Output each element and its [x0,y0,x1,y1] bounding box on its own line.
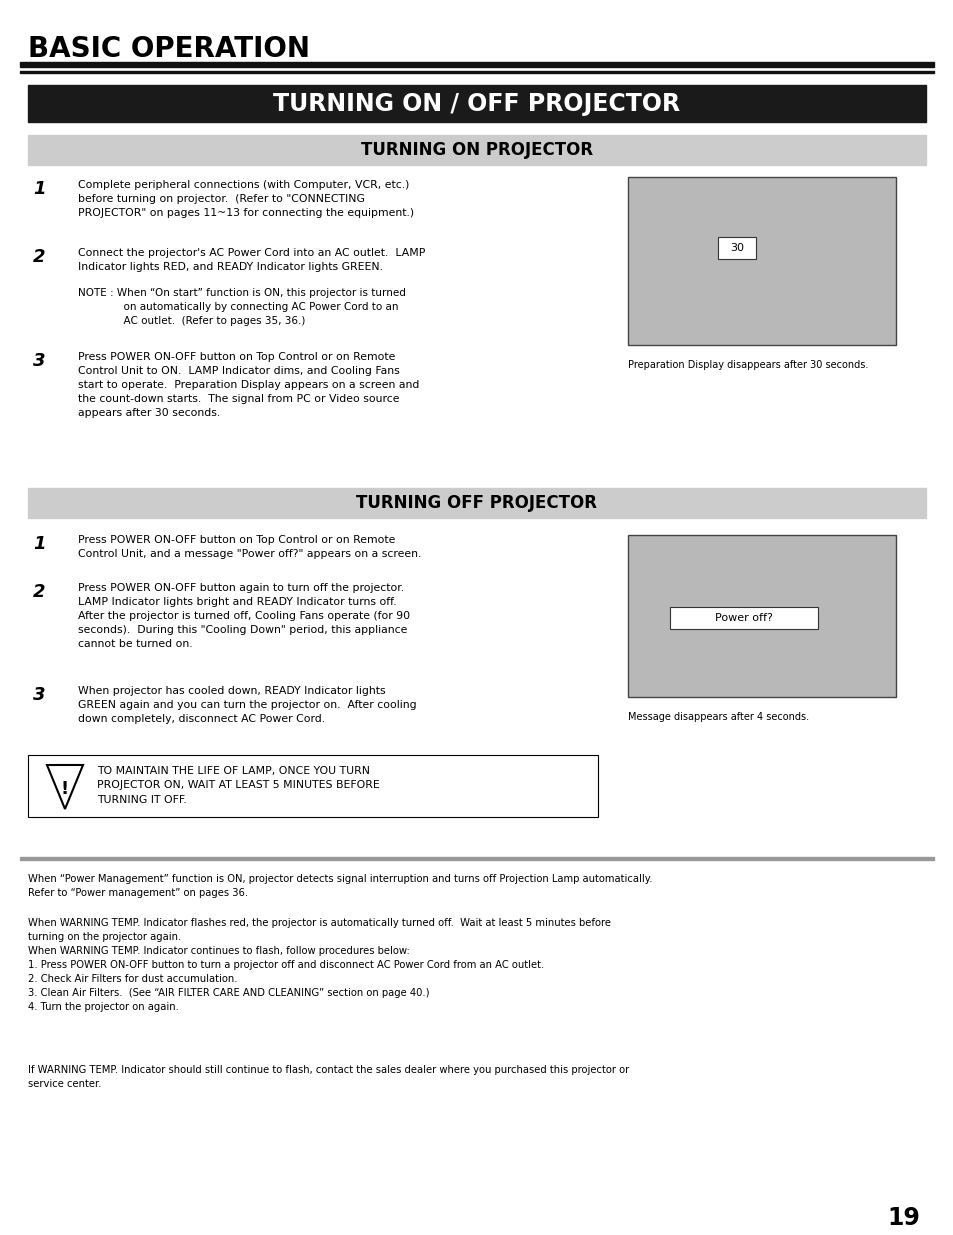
Text: BASIC OPERATION: BASIC OPERATION [28,35,310,63]
Text: !: ! [61,781,69,798]
Text: When WARNING TEMP. Indicator flashes red, the projector is automatically turned : When WARNING TEMP. Indicator flashes red… [28,918,610,1011]
Text: Power off?: Power off? [715,613,772,622]
Text: TURNING ON PROJECTOR: TURNING ON PROJECTOR [360,141,593,159]
Bar [718,237,755,259]
Bar [28,755,598,818]
Text: 19: 19 [886,1207,919,1230]
Bar [627,535,895,697]
Text: 30: 30 [729,243,743,253]
Bar [20,62,933,67]
Text: TURNING ON / OFF PROJECTOR: TURNING ON / OFF PROJECTOR [274,91,679,116]
Bar [20,857,933,860]
Text: TO MAINTAIN THE LIFE OF LAMP, ONCE YOU TURN
PROJECTOR ON, WAIT AT LEAST 5 MINUTE: TO MAINTAIN THE LIFE OF LAMP, ONCE YOU T… [97,766,379,805]
Text: 1: 1 [33,180,46,198]
Text: Press POWER ON-OFF button on Top Control or on Remote
Control Unit, and a messag: Press POWER ON-OFF button on Top Control… [78,535,421,559]
Text: TURNING OFF PROJECTOR: TURNING OFF PROJECTOR [356,494,597,513]
Text: 2: 2 [33,248,46,266]
Bar [28,488,925,517]
Text: Complete peripheral connections (with Computer, VCR, etc.)
before turning on pro: Complete peripheral connections (with Co… [78,180,414,219]
Text: 1: 1 [33,535,46,553]
Text: Press POWER ON-OFF button on Top Control or on Remote
Control Unit to ON.  LAMP : Press POWER ON-OFF button on Top Control… [78,352,419,417]
Bar [28,135,925,165]
Text: Connect the projector's AC Power Cord into an AC outlet.  LAMP
Indicator lights : Connect the projector's AC Power Cord in… [78,248,425,272]
Text: When projector has cooled down, READY Indicator lights
GREEN again and you can t: When projector has cooled down, READY In… [78,685,416,724]
Text: 3: 3 [33,352,46,370]
Text: 2: 2 [33,583,46,601]
Bar [20,70,933,73]
Text: Preparation Display disappears after 30 seconds.: Preparation Display disappears after 30 … [627,359,867,370]
Text: NOTE : When “On start” function is ON, this projector is turned
              on: NOTE : When “On start” function is ON, t… [78,288,405,326]
Bar [627,177,895,345]
Bar [669,606,817,629]
Text: When “Power Management” function is ON, projector detects signal interruption an: When “Power Management” function is ON, … [28,874,652,898]
Bar [28,85,925,122]
Text: 3: 3 [33,685,46,704]
Text: Press POWER ON-OFF button again to turn off the projector.
LAMP Indicator lights: Press POWER ON-OFF button again to turn … [78,583,410,650]
Text: Message disappears after 4 seconds.: Message disappears after 4 seconds. [627,713,808,722]
Text: If WARNING TEMP. Indicator should still continue to flash, contact the sales dea: If WARNING TEMP. Indicator should still … [28,1065,629,1089]
